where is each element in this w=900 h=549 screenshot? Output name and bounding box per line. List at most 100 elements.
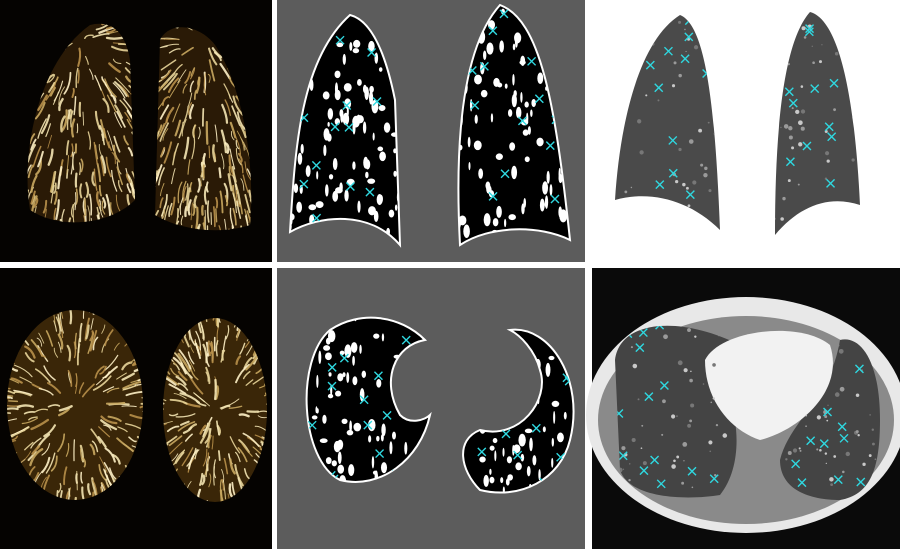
blob: [325, 184, 329, 197]
vessel: [78, 382, 85, 394]
marker: [638, 328, 648, 338]
speck: [689, 419, 693, 423]
vessel: [91, 440, 99, 453]
vessel: [111, 169, 118, 192]
vessel: [163, 423, 168, 428]
vessel: [57, 407, 70, 417]
blob: [486, 42, 494, 55]
vessel: [28, 416, 38, 421]
vessel: [96, 163, 102, 183]
speck: [685, 50, 687, 53]
speck: [624, 190, 628, 194]
vessel: [49, 86, 56, 97]
speck: [838, 348, 844, 354]
speck: [811, 45, 813, 47]
marker: [345, 181, 355, 191]
vessel: [13, 389, 33, 396]
marker: [531, 423, 541, 433]
vessel: [43, 365, 56, 381]
speck: [712, 363, 716, 367]
speck: [708, 440, 713, 445]
marker: [823, 407, 833, 417]
blob: [357, 79, 362, 86]
marker: [342, 101, 352, 111]
vessel: [38, 387, 54, 396]
speck: [862, 462, 866, 466]
blob: [315, 201, 324, 209]
marker: [856, 477, 866, 487]
vessel: [192, 124, 196, 138]
marker: [663, 46, 673, 56]
vessel: [104, 78, 117, 98]
blob: [485, 181, 491, 190]
blob: [558, 174, 563, 184]
vessel: [208, 59, 216, 82]
vessel: [87, 131, 92, 150]
speck: [782, 196, 786, 201]
speck: [685, 186, 689, 190]
speck: [824, 452, 828, 455]
vessel: [115, 77, 130, 93]
blob: [344, 189, 349, 202]
vessel: [43, 474, 51, 491]
vessel: [70, 110, 74, 128]
blob: [492, 218, 499, 227]
vessel: [168, 202, 173, 218]
vessel: [104, 447, 116, 463]
vessel: [58, 490, 63, 500]
blob: [551, 457, 554, 468]
vessel: [7, 395, 10, 400]
vessel: [219, 489, 223, 502]
vessel: [215, 318, 219, 327]
speck: [637, 398, 640, 401]
blob: [563, 411, 567, 420]
vessel: [190, 67, 195, 77]
vessel: [94, 365, 105, 379]
blob: [483, 474, 489, 487]
vessel: [112, 82, 126, 99]
vessel: [47, 404, 61, 408]
speck: [673, 61, 677, 65]
marker: [684, 32, 694, 42]
speck: [842, 470, 845, 474]
vessel: [34, 101, 46, 120]
speck: [797, 120, 803, 126]
vessel: [180, 215, 184, 226]
marker: [797, 478, 807, 488]
vessel: [57, 165, 63, 190]
marker: [479, 61, 489, 71]
vessel: [193, 89, 198, 100]
speck: [702, 383, 705, 385]
vessel: [45, 82, 57, 101]
vessel: [27, 164, 34, 179]
vessel: [90, 318, 94, 330]
vessel: [215, 385, 220, 400]
marker: [401, 335, 411, 345]
vessel: [34, 408, 49, 413]
blob: [349, 42, 353, 51]
marker: [550, 194, 560, 204]
blob: [378, 67, 383, 72]
vessel: [212, 318, 216, 321]
vessel: [116, 437, 134, 452]
speck: [839, 386, 845, 392]
vessel: [236, 130, 245, 152]
vessel: [58, 97, 64, 112]
vessel: [37, 150, 44, 168]
vessel: [43, 424, 57, 438]
blob: [532, 455, 537, 466]
blob: [516, 106, 522, 119]
blob: [489, 445, 495, 451]
vessel: [178, 121, 184, 139]
vessel: [220, 153, 225, 170]
marker: [854, 364, 864, 374]
vessel: [231, 165, 237, 183]
blob: [328, 174, 334, 180]
blob: [502, 486, 505, 493]
vessel: [195, 206, 199, 230]
vessel: [122, 385, 137, 391]
speck: [712, 397, 715, 400]
marker: [802, 141, 812, 151]
vessel: [104, 365, 118, 379]
vessel: [89, 193, 93, 216]
